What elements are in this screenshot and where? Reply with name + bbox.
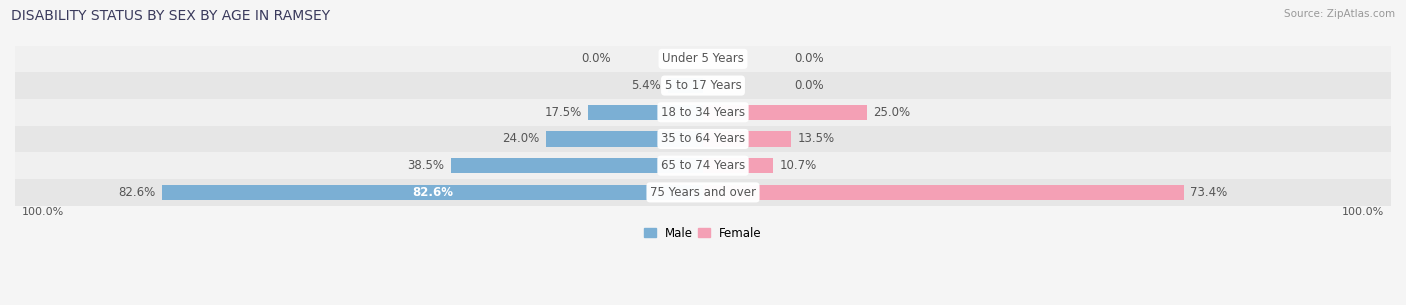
- Bar: [15, 72, 1391, 99]
- Text: 75 Years and over: 75 Years and over: [650, 186, 756, 199]
- Bar: [703, 131, 792, 147]
- Bar: [703, 158, 773, 174]
- Bar: [451, 158, 703, 174]
- Text: 24.0%: 24.0%: [502, 132, 538, 145]
- Text: 5 to 17 Years: 5 to 17 Years: [665, 79, 741, 92]
- Text: 73.4%: 73.4%: [1191, 186, 1227, 199]
- Bar: [546, 131, 703, 147]
- Text: Source: ZipAtlas.com: Source: ZipAtlas.com: [1284, 9, 1395, 19]
- Text: 25.0%: 25.0%: [873, 106, 911, 119]
- Text: Under 5 Years: Under 5 Years: [662, 52, 744, 65]
- Text: 17.5%: 17.5%: [544, 106, 582, 119]
- Text: 100.0%: 100.0%: [21, 207, 63, 217]
- Text: 5.4%: 5.4%: [631, 79, 661, 92]
- Bar: [668, 78, 703, 93]
- Text: 38.5%: 38.5%: [408, 159, 444, 172]
- Text: 65 to 74 Years: 65 to 74 Years: [661, 159, 745, 172]
- Bar: [15, 99, 1391, 126]
- Bar: [703, 185, 1184, 200]
- Text: DISABILITY STATUS BY SEX BY AGE IN RAMSEY: DISABILITY STATUS BY SEX BY AGE IN RAMSE…: [11, 9, 330, 23]
- Text: 35 to 64 Years: 35 to 64 Years: [661, 132, 745, 145]
- Legend: Male, Female: Male, Female: [640, 222, 766, 245]
- Text: 0.0%: 0.0%: [794, 79, 824, 92]
- Text: 18 to 34 Years: 18 to 34 Years: [661, 106, 745, 119]
- Bar: [703, 105, 868, 120]
- Bar: [588, 105, 703, 120]
- Bar: [162, 185, 703, 200]
- Bar: [15, 45, 1391, 72]
- Text: 0.0%: 0.0%: [794, 52, 824, 65]
- Text: 10.7%: 10.7%: [780, 159, 817, 172]
- Bar: [15, 179, 1391, 206]
- Bar: [15, 126, 1391, 152]
- Text: 100.0%: 100.0%: [1343, 207, 1385, 217]
- Text: 13.5%: 13.5%: [799, 132, 835, 145]
- Text: 82.6%: 82.6%: [118, 186, 155, 199]
- Text: 0.0%: 0.0%: [582, 52, 612, 65]
- Bar: [15, 152, 1391, 179]
- Text: 82.6%: 82.6%: [412, 186, 453, 199]
